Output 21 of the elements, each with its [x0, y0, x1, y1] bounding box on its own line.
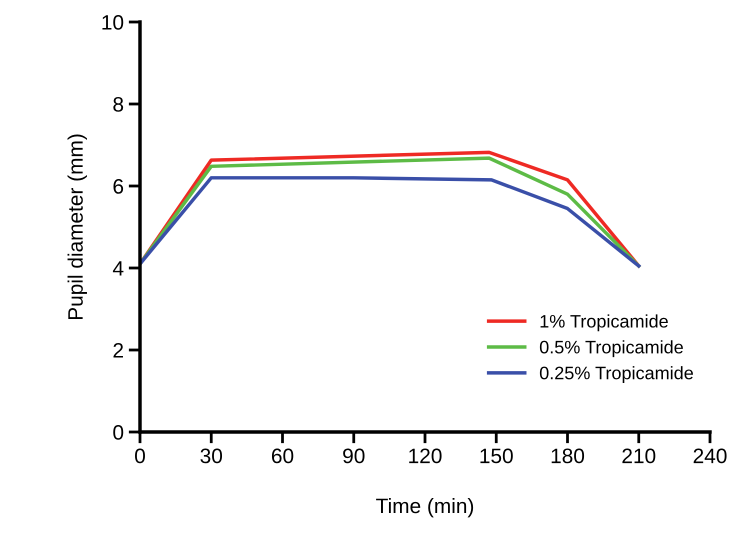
- line-series: [140, 176, 640, 268]
- x-axis-title: Time (min): [376, 498, 474, 518]
- x-tick-label: 120: [409, 448, 442, 464]
- legend-label: 1% Tropicamide: [540, 314, 668, 332]
- legend-label: 0.25% Tropicamide: [540, 366, 693, 383]
- x-tick-label: 60: [272, 448, 294, 464]
- legend-label: 0.5% Tropicamide: [540, 340, 683, 358]
- x-tick-label: 240: [694, 448, 727, 464]
- y-tick-label: 0: [113, 425, 124, 440]
- y-tick-label: 8: [113, 97, 124, 112]
- x-tick-label: 210: [622, 448, 656, 464]
- x-tick-label: 180: [552, 448, 584, 464]
- x-tick-label: 150: [480, 448, 513, 464]
- y-tick-label: 10: [102, 15, 124, 30]
- y-tick-label: 4: [112, 261, 124, 276]
- x-tick-label: 30: [200, 448, 222, 464]
- y-axis-title: Pupil diameter (mm): [68, 134, 87, 320]
- x-tick-label: 0: [135, 448, 145, 464]
- x-tick-label: 90: [343, 448, 365, 464]
- y-tick-label: 2: [113, 343, 123, 358]
- y-tick-label: 6: [114, 179, 124, 194]
